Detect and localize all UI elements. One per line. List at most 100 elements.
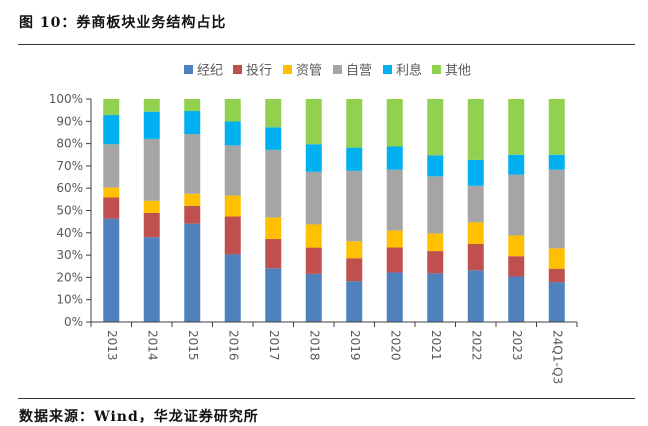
bar-segment-2016-其他: [224, 99, 241, 122]
bar-segment-2020-利息: [386, 146, 403, 170]
x-tick-label: 2021: [429, 330, 443, 361]
bar-segment-2019-投行: [346, 258, 363, 282]
bar-segment-2018-自营: [305, 171, 322, 225]
bar-segment-2019-自营: [346, 170, 363, 242]
bar-segment-2018-其他: [305, 99, 322, 145]
bar-segment-2016-自营: [224, 145, 241, 196]
x-tick-label: 2015: [186, 330, 200, 361]
bar-segment-2014-经纪: [143, 237, 160, 322]
x-tick-label: 2016: [226, 330, 240, 361]
data-source-note: 数据来源：Wind，华龙证券研究所: [19, 409, 259, 425]
stacked-bar-chart: 经纪 投行 资管 自营 利息 其他 0% 10% 20% 30% 40% 50% 60% 70% 80% 9…: [49, 63, 578, 384]
x-tick-label: 2020: [388, 330, 402, 361]
legend-swatch-资管: [283, 65, 292, 74]
bar-segment-2022-经纪: [467, 270, 484, 322]
bar-segment-2020-资管: [386, 230, 403, 248]
bar-segment-2015-资管: [184, 193, 201, 206]
bar-segment-2021-投行: [427, 251, 444, 274]
x-tick-label: 2014: [145, 330, 159, 361]
axes-group: 0% 10% 20% 30% 40% 50% 60% 70% 80% 90% 100% 2013 201…: [49, 92, 578, 384]
bar-segment-2022-投行: [467, 243, 484, 271]
bar-segment-2022-资管: [467, 222, 484, 244]
bar-segment-2018-资管: [305, 224, 322, 248]
bar-segment-2013-其他: [103, 99, 120, 116]
bar-segment-2019-经纪: [346, 281, 363, 322]
bar-segment-2023-自营: [508, 174, 525, 236]
x-tick-label: 2022: [469, 330, 483, 361]
y-tick-label: 30%: [56, 248, 83, 262]
x-tick-label: 2017: [267, 330, 281, 361]
bar-segment-2023-资管: [508, 235, 525, 257]
bar-segment-2015-自营: [184, 134, 201, 194]
legend-label: 资管: [296, 64, 322, 79]
y-tick-label: 70%: [56, 159, 83, 173]
bar-segment-2021-利息: [427, 155, 444, 177]
bar-segment-24Q1-Q3-投行: [548, 268, 565, 283]
bar-segment-2014-利息: [143, 111, 160, 139]
bars-group: [103, 99, 565, 322]
source-divider: [18, 398, 635, 399]
bar-segment-2013-投行: [103, 197, 120, 219]
bar-segment-2016-利息: [224, 121, 241, 146]
x-tick-label: 2019: [348, 330, 362, 361]
y-tick-label: 100%: [49, 92, 83, 106]
bar-segment-24Q1-Q3-利息: [548, 154, 565, 170]
bar-segment-2013-资管: [103, 187, 120, 198]
bar-segment-2016-投行: [224, 216, 241, 255]
y-tick-label: 90%: [56, 114, 83, 128]
y-tick-label: 20%: [56, 270, 83, 284]
bar-segment-2017-其他: [265, 99, 282, 128]
bar-segment-2021-资管: [427, 233, 444, 252]
bar-segment-2019-资管: [346, 241, 363, 259]
figure-title: 图 10：券商板块业务结构占比: [19, 15, 227, 31]
bar-segment-2015-投行: [184, 205, 201, 224]
bar-segment-2021-经纪: [427, 273, 444, 322]
y-tick-label: 60%: [56, 181, 83, 195]
legend-swatch-经纪: [184, 65, 193, 74]
bar-segment-2015-经纪: [184, 223, 201, 322]
bar-segment-2021-自营: [427, 176, 444, 234]
bar-segment-2023-其他: [508, 99, 525, 155]
legend-swatch-利息: [383, 65, 392, 74]
x-tick-label: 2018: [307, 330, 321, 361]
bar-segment-2022-自营: [467, 185, 484, 223]
x-tick-label: 2023: [510, 330, 524, 361]
bar-segment-2023-经纪: [508, 276, 525, 322]
bar-segment-2020-其他: [386, 99, 403, 147]
bar-segment-2014-投行: [143, 212, 160, 238]
legend-label: 其他: [445, 64, 471, 79]
y-tick-label: 0%: [64, 315, 83, 329]
y-tick-label: 80%: [56, 137, 83, 151]
bar-segment-2021-其他: [427, 99, 444, 156]
legend-label: 经纪: [197, 64, 223, 79]
legend-label: 利息: [396, 63, 422, 79]
bar-segment-2018-利息: [305, 144, 322, 172]
legend: 经纪 投行 资管 自营 利息 其他: [184, 63, 471, 79]
bar-segment-2023-利息: [508, 154, 525, 175]
bar-segment-24Q1-Q3-其他: [548, 99, 565, 155]
x-tick-label: 24Q1-Q3: [550, 330, 564, 384]
y-tick-label: 50%: [56, 204, 83, 218]
bar-segment-2018-投行: [305, 247, 322, 274]
bar-segment-2013-自营: [103, 144, 120, 188]
y-tick-label: 40%: [56, 226, 83, 240]
bar-segment-2016-经纪: [224, 254, 241, 322]
bar-segment-2020-投行: [386, 247, 403, 273]
bar-segment-2017-经纪: [265, 268, 282, 322]
legend-swatch-投行: [233, 65, 242, 74]
bar-segment-2014-资管: [143, 200, 160, 213]
bar-segment-2016-资管: [224, 195, 241, 217]
legend-swatch-自营: [333, 65, 342, 74]
bar-segment-2019-其他: [346, 99, 363, 148]
title-divider: [18, 44, 635, 45]
bar-segment-2022-利息: [467, 159, 484, 186]
bar-segment-2020-经纪: [386, 272, 403, 322]
bar-segment-24Q1-Q3-自营: [548, 169, 565, 249]
bar-segment-24Q1-Q3-资管: [548, 248, 565, 269]
x-tick-label: 2013: [105, 330, 119, 361]
y-tick-label: 10%: [56, 293, 83, 307]
bar-segment-24Q1-Q3-经纪: [548, 282, 565, 322]
bar-segment-2015-其他: [184, 99, 201, 112]
bar-segment-2014-自营: [143, 138, 160, 201]
bar-segment-2015-利息: [184, 111, 201, 135]
